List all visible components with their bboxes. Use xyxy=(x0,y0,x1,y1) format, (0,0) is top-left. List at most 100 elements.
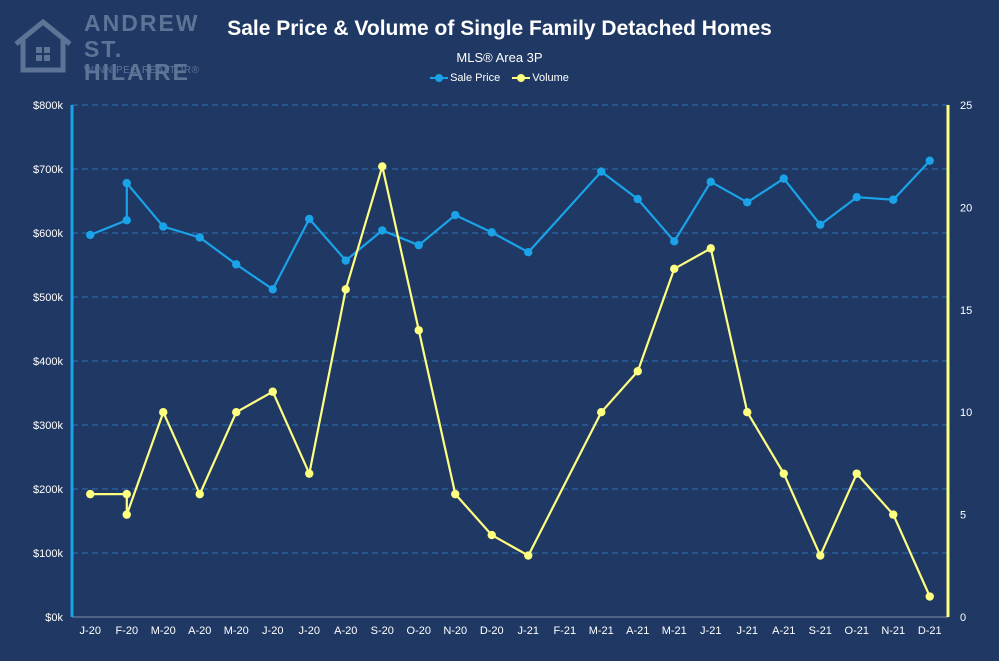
volume-point xyxy=(524,551,533,560)
volume-point xyxy=(633,367,642,376)
x-tick-label: F-20 xyxy=(115,625,138,637)
x-tick-label: J-21 xyxy=(737,625,758,637)
sale-price-point xyxy=(925,156,934,165)
sale-price-point xyxy=(670,237,679,246)
sale-price-point xyxy=(122,216,131,225)
volume-point xyxy=(305,469,314,478)
y-left-tick-label: $600k xyxy=(33,228,63,240)
volume-point xyxy=(487,530,496,540)
sale-price-point xyxy=(852,192,861,202)
volume-point xyxy=(925,592,934,601)
y-left-tick-label: $0k xyxy=(45,612,63,624)
sale-price-point xyxy=(159,222,168,231)
x-tick-label: A-20 xyxy=(334,625,357,637)
x-tick-label: N-20 xyxy=(443,625,467,637)
logo-tagline: WINNIPEG REALTOR® xyxy=(84,65,200,76)
x-tick-label: D-21 xyxy=(918,625,942,637)
y-right-tick-label: 5 xyxy=(960,510,966,522)
sale-price-point xyxy=(743,198,752,207)
x-tick-label: J-20 xyxy=(262,625,283,637)
sale-price-point xyxy=(706,177,715,186)
y-left-tick-label: $800k xyxy=(33,100,63,112)
sale-price-point xyxy=(779,174,788,183)
x-tick-label: M-20 xyxy=(151,625,176,637)
sale-price-point xyxy=(889,195,898,204)
x-tick-label: S-20 xyxy=(371,625,394,637)
y-right-tick-label: 15 xyxy=(960,305,972,317)
legend-label-volume: Volume xyxy=(532,72,569,84)
x-tick-label: J-21 xyxy=(518,625,539,637)
sale-price-point xyxy=(268,285,277,294)
logo-name-line1: ANDREW xyxy=(84,10,200,36)
sale-price-point xyxy=(414,240,423,250)
y-left-tick-label: $300k xyxy=(33,420,63,432)
volume-point xyxy=(852,469,861,478)
sale-price-point xyxy=(378,226,387,235)
volume-point xyxy=(122,510,131,519)
sale-price-point xyxy=(487,228,496,237)
chart-legend: Sale Price Volume xyxy=(0,72,999,84)
x-tick-label: N-21 xyxy=(881,625,905,637)
sale-price-point xyxy=(305,214,314,224)
sale-price-point xyxy=(816,220,825,229)
legend-label-sale-price: Sale Price xyxy=(450,72,501,84)
volume-point xyxy=(232,408,241,417)
sale-price-point xyxy=(341,256,350,265)
y-right-tick-label: 25 xyxy=(960,100,972,112)
sale-price-point xyxy=(195,233,204,242)
x-tick-label: M-21 xyxy=(589,625,614,637)
chart-title: Sale Price & Volume of Single Family Det… xyxy=(227,17,772,40)
y-left-tick-label: $700k xyxy=(33,164,63,176)
y-right-tick-label: 10 xyxy=(960,407,972,419)
volume-point xyxy=(706,244,715,253)
x-tick-label: J-20 xyxy=(80,625,101,637)
x-tick-label: D-20 xyxy=(480,625,504,637)
x-tick-label: M-21 xyxy=(662,625,687,637)
x-tick-label: J-20 xyxy=(299,625,320,637)
sale-price-point xyxy=(451,210,460,220)
sale-price-point xyxy=(86,230,95,240)
sale-price-point xyxy=(633,194,642,204)
legend-item-sale-price: Sale Price xyxy=(430,72,500,84)
volume-point xyxy=(670,264,679,274)
volume-point xyxy=(414,326,423,335)
legend-item-volume: Volume xyxy=(512,72,569,84)
volume-point xyxy=(341,285,350,294)
x-tick-label: A-21 xyxy=(772,625,795,637)
volume-line xyxy=(90,165,931,597)
house-logo-icon xyxy=(14,18,72,73)
volume-point xyxy=(268,387,277,396)
x-tick-label: O-20 xyxy=(407,625,431,637)
chart-subtitle: MLS® Area 3P xyxy=(456,50,543,65)
y-left-tick-label: $100k xyxy=(33,548,63,560)
y-right-tick-label: 20 xyxy=(960,202,972,214)
y-left-tick-label: $200k xyxy=(33,484,63,496)
volume-point xyxy=(122,489,131,499)
sale-price-swatch-icon xyxy=(430,73,449,83)
volume-point xyxy=(378,162,387,171)
volume-point xyxy=(159,408,168,417)
x-tick-label: M-20 xyxy=(224,625,249,637)
y-left-tick-label: $400k xyxy=(33,356,63,368)
y-right-tick-label: 0 xyxy=(960,612,966,624)
sale-price-point xyxy=(232,260,241,269)
y-left-tick-label: $500k xyxy=(33,292,63,304)
volume-point xyxy=(597,408,606,417)
x-tick-label: A-20 xyxy=(188,625,211,637)
volume-point xyxy=(195,489,204,499)
volume-point xyxy=(779,469,788,478)
sale-price-point xyxy=(122,178,131,188)
realtor-logo: ANDREW ST. HILAIRE WINNIPEG REALTOR® xyxy=(12,10,222,84)
x-tick-label: S-21 xyxy=(809,625,832,637)
x-tick-label: O-21 xyxy=(845,625,869,637)
volume-point xyxy=(451,489,460,499)
x-tick-label: A-21 xyxy=(626,625,649,637)
volume-point xyxy=(889,510,898,519)
volume-swatch-icon xyxy=(512,73,531,83)
volume-point xyxy=(816,551,825,560)
x-tick-label: J-21 xyxy=(700,625,721,637)
volume-point xyxy=(86,489,95,499)
logo-name-line2: ST. HILAIRE xyxy=(84,36,190,85)
volume-point xyxy=(743,408,752,417)
